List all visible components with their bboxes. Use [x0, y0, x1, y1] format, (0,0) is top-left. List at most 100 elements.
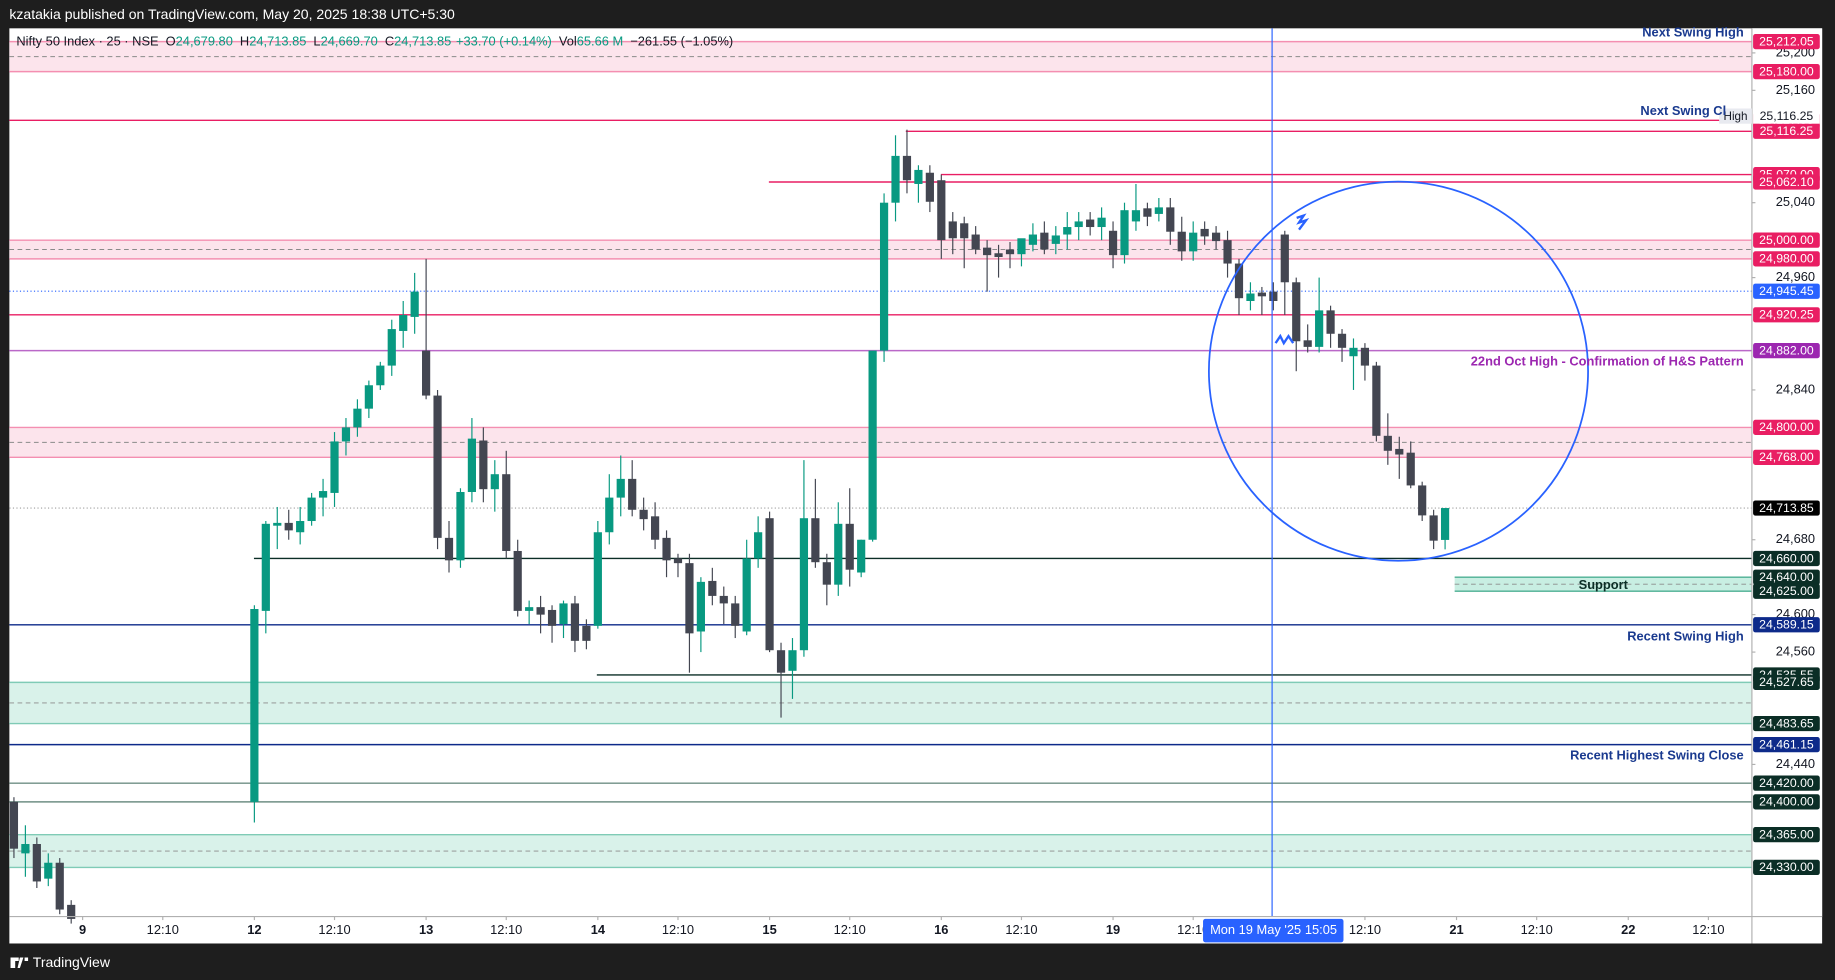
- x-tick-label: 12:10: [1692, 922, 1724, 937]
- x-tick-label: 12:10: [1349, 922, 1381, 937]
- logo-icon: [10, 957, 29, 969]
- candle-body: [1269, 291, 1278, 301]
- candle-body: [570, 603, 580, 641]
- candle-body: [536, 607, 545, 615]
- levels: [9, 40, 1752, 869]
- price-tag-label: 25,000.00: [1759, 233, 1814, 247]
- candle-body: [433, 395, 442, 538]
- x-tick-label: 12:10: [147, 922, 179, 937]
- candle-body: [914, 169, 923, 184]
- candle-body: [525, 607, 534, 611]
- candle-body: [1372, 365, 1381, 436]
- price-tag-label: 24,461.15: [1759, 737, 1814, 751]
- x-tick-label: 12: [247, 922, 261, 937]
- annotation: Support: [1579, 577, 1629, 592]
- candle-body: [776, 650, 786, 673]
- crosshair-date: Mon 19 May '25: [1210, 922, 1301, 937]
- legend-volume-key: Vol: [559, 34, 577, 49]
- price-tag-label: 24,713.85: [1759, 501, 1814, 515]
- price-tag: [1753, 283, 1820, 299]
- price-tag-label: 24,980.00: [1759, 252, 1814, 266]
- candle-body: [490, 474, 499, 490]
- pattern-circle: [1208, 180, 1589, 562]
- legend-volume: 65.66 M: [577, 34, 623, 49]
- candle-body: [685, 563, 694, 634]
- candle-body: [284, 522, 293, 531]
- axes: 25,20025,16025,04024,96024,84024,68024,6…: [9, 28, 1823, 944]
- candle-body: [834, 523, 843, 585]
- candle-body: [55, 862, 64, 910]
- candle-body: [1189, 232, 1198, 252]
- candle-body: [708, 580, 717, 596]
- candles: [9, 129, 1450, 924]
- price-tag: [1753, 550, 1820, 567]
- price-tag-label: 25,180.00: [1759, 64, 1814, 78]
- legend-volume-change: −261.55 (−1.05%): [630, 34, 733, 49]
- price-tag-label: 24,660.00: [1759, 551, 1814, 565]
- price-tag: [1753, 794, 1820, 810]
- price-tag: [1753, 251, 1820, 267]
- candle-body: [719, 595, 728, 604]
- candle-body: [1234, 263, 1244, 299]
- candle-body: [1166, 207, 1175, 232]
- candle-body: [1280, 234, 1289, 283]
- price-tag-label: 24,589.15: [1759, 618, 1814, 632]
- candle-body: [21, 844, 30, 854]
- price-tag: [1753, 34, 1820, 50]
- high-tag-text: High: [1724, 110, 1748, 123]
- candle-body: [1154, 207, 1163, 214]
- price-tag-label: 24,640.00: [1759, 570, 1814, 584]
- annotation: Recent Swing High: [1627, 628, 1744, 643]
- candle-body: [410, 291, 419, 317]
- candle-body: [628, 478, 637, 510]
- price-tag: [1753, 123, 1820, 139]
- candle-body: [1429, 515, 1438, 541]
- candle-body: [696, 581, 705, 632]
- candle-body: [765, 518, 774, 651]
- candle-body: [799, 518, 809, 651]
- price-tag: [1753, 500, 1820, 516]
- candle-body: [754, 532, 763, 559]
- candle-body: [650, 516, 660, 540]
- candle-body: [605, 497, 614, 533]
- x-tick-label: 12:10: [490, 922, 522, 937]
- footer: TradingView: [10, 954, 111, 970]
- candle-body: [1211, 232, 1221, 242]
- high-price-label: 25,116.25: [1760, 109, 1814, 123]
- legend-key: H: [240, 34, 249, 49]
- legend-key: C: [385, 34, 394, 49]
- candle-body: [1120, 210, 1129, 256]
- candle-body: [399, 315, 408, 331]
- candle-body: [547, 609, 557, 626]
- candle-body: [296, 521, 305, 533]
- high-tag: [1719, 108, 1752, 124]
- candle-body: [1017, 238, 1026, 255]
- candle-body: [330, 441, 339, 493]
- price-tag-label: 24,400.00: [1759, 795, 1814, 809]
- candle-body: [376, 365, 385, 386]
- candle-body: [364, 385, 373, 409]
- price-tag: [1753, 674, 1820, 690]
- legend-value: 24,713.85: [394, 34, 451, 49]
- candle-body: [502, 474, 511, 551]
- candle-body: [582, 625, 591, 641]
- candle-body: [387, 329, 396, 366]
- candle-body: [250, 609, 259, 802]
- price-tag-label: 24,920.25: [1759, 308, 1814, 322]
- x-tick-label: 16: [934, 922, 948, 937]
- crosshair-label-bg: [1203, 918, 1344, 943]
- candle-body: [67, 904, 76, 919]
- candle-body: [891, 155, 900, 203]
- legend-symbol: Nifty 50 Index · 25 · NSE: [16, 34, 159, 49]
- x-tick-label: 22: [1621, 922, 1635, 937]
- candle-body: [32, 844, 41, 882]
- candle-body: [467, 438, 477, 492]
- flash-icon: [1296, 213, 1310, 231]
- price-tag: [1753, 449, 1820, 465]
- price-tag-label: 24,527.65: [1759, 675, 1814, 689]
- price-tag: [1753, 174, 1820, 190]
- price-tag: [1753, 775, 1820, 791]
- candle-body: [742, 558, 751, 632]
- candle-body: [1246, 293, 1255, 301]
- crosshair-time: 15:05: [1305, 922, 1337, 937]
